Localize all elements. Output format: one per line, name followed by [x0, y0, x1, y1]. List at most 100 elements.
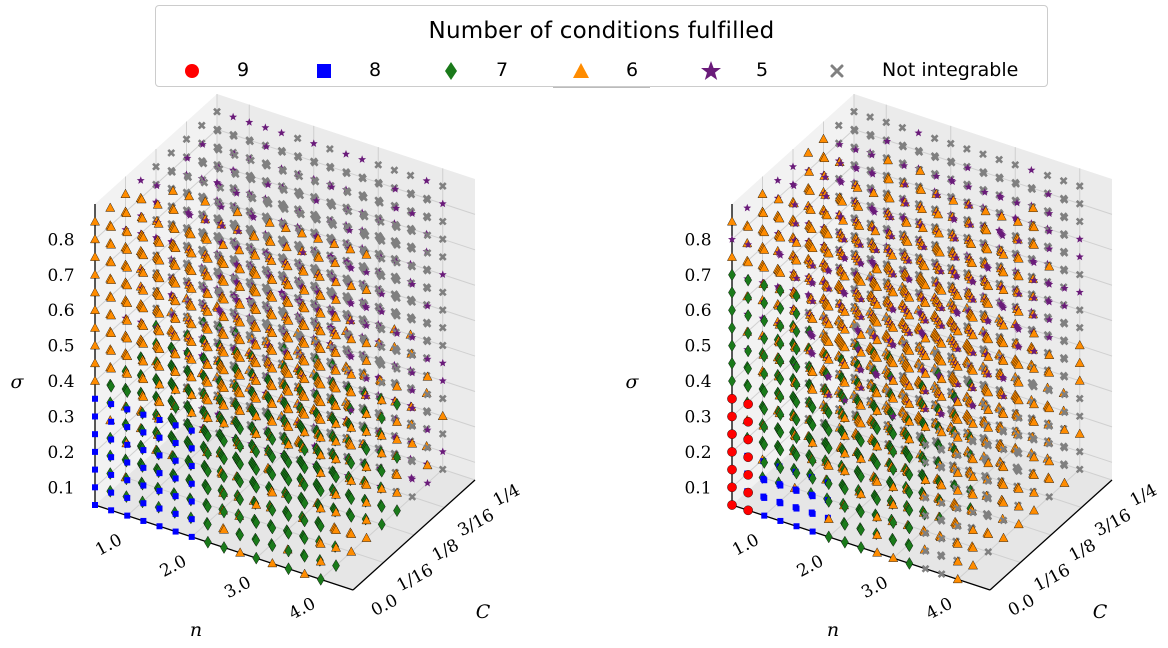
point-star — [904, 256, 913, 265]
point-circle — [743, 452, 753, 462]
point-square — [92, 466, 98, 473]
sigma-axis-label: σ — [11, 371, 25, 393]
point-diamond — [252, 445, 261, 459]
point-star — [1030, 294, 1038, 302]
point-triangle — [376, 448, 387, 458]
point-star — [262, 142, 271, 151]
point-x — [984, 547, 993, 556]
point-star — [277, 128, 286, 137]
point-triangle — [888, 393, 899, 403]
point-star — [900, 161, 909, 170]
point-triangle — [757, 188, 768, 198]
point-circle — [727, 500, 737, 510]
point-triangle — [839, 324, 850, 334]
point-diamond — [347, 510, 356, 523]
point-circle — [727, 393, 737, 404]
point-star — [423, 301, 432, 310]
point-star — [408, 368, 417, 377]
point-diamond — [792, 342, 801, 356]
point-triangle — [872, 529, 883, 539]
point-triangle — [267, 380, 278, 391]
point-triangle — [218, 239, 229, 249]
point-x — [1030, 382, 1038, 391]
point-triangle — [219, 365, 229, 375]
point-triangle — [299, 409, 310, 419]
point-triangle — [952, 485, 963, 495]
point-diamond — [744, 362, 752, 376]
point-triangle — [267, 487, 278, 497]
point-x — [984, 494, 993, 503]
point-triangle — [806, 223, 817, 233]
point-triangle — [251, 287, 262, 297]
point-x — [438, 341, 447, 350]
point-triangle — [839, 430, 850, 440]
point-diamond — [776, 461, 785, 475]
point-x — [423, 443, 432, 452]
point-triangle — [138, 285, 149, 295]
point-triangle — [807, 313, 818, 323]
point-triangle — [122, 315, 133, 325]
point-triangle — [346, 369, 357, 379]
point-triangle — [983, 404, 994, 414]
point-square — [124, 406, 131, 413]
point-triangle — [267, 398, 278, 408]
point-x — [999, 427, 1008, 436]
point-triangle — [283, 368, 294, 378]
point-triangle — [968, 312, 978, 322]
point-triangle — [315, 396, 326, 407]
point-x — [438, 288, 447, 297]
point-triangle — [251, 411, 262, 421]
point-diamond — [824, 406, 833, 420]
c-tick-label: 0.0 — [368, 590, 401, 620]
c-tick-label: 1/8 — [429, 535, 463, 566]
point-square — [188, 445, 195, 452]
point-triangle — [202, 234, 212, 244]
point-triangle — [872, 547, 883, 557]
point-x — [1030, 435, 1038, 444]
point-triangle — [998, 320, 1009, 330]
point-triangle — [422, 459, 433, 470]
point-x — [216, 184, 225, 192]
point-diamond — [776, 319, 785, 333]
point-triangle — [936, 373, 947, 383]
point-triangle — [121, 207, 132, 217]
point-triangle — [952, 467, 963, 477]
point-diamond — [760, 420, 769, 434]
point-star — [438, 376, 447, 385]
point-triangle — [120, 188, 131, 198]
point-star — [999, 392, 1008, 400]
point-triangle — [917, 203, 927, 213]
point-star — [1030, 258, 1038, 267]
point-x — [408, 262, 417, 271]
point-diamond — [808, 454, 817, 468]
point-triangle — [952, 573, 963, 584]
point-triangle — [872, 511, 883, 522]
point-triangle — [437, 410, 448, 420]
sigma-tick-label: 0.4 — [684, 372, 711, 392]
point-x — [921, 564, 930, 573]
sigma-tick-label: 0.6 — [684, 301, 711, 321]
point-triangle — [346, 280, 357, 290]
point-triangle — [1013, 253, 1024, 263]
point-star — [1045, 280, 1054, 288]
point-diamond — [873, 493, 881, 507]
legend-underline — [553, 87, 650, 88]
point-x — [361, 231, 370, 240]
point-triangle — [298, 266, 309, 276]
point-triangle — [996, 211, 1007, 221]
point-x — [996, 174, 1004, 183]
point-triangle — [361, 249, 372, 259]
point-triangle — [823, 460, 834, 470]
point-triangle — [966, 238, 977, 248]
point-x — [1060, 213, 1069, 222]
point-triangle — [901, 217, 912, 227]
point-triangle — [186, 301, 197, 311]
point-square — [777, 517, 784, 524]
point-x — [393, 347, 401, 356]
point-triangle — [872, 441, 883, 451]
point-star — [808, 279, 817, 288]
point-star — [969, 384, 977, 392]
point-star — [327, 182, 336, 191]
point-triangle — [884, 193, 895, 203]
point-diamond — [808, 401, 817, 415]
